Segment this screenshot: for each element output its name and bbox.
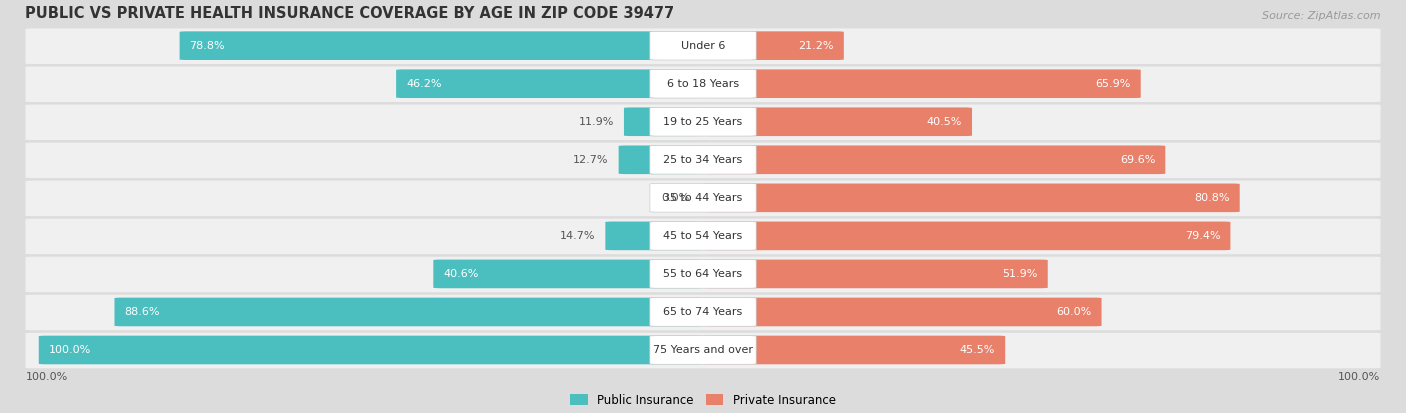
FancyBboxPatch shape <box>25 28 1381 64</box>
FancyBboxPatch shape <box>25 218 1381 254</box>
FancyBboxPatch shape <box>703 69 1140 98</box>
FancyBboxPatch shape <box>25 66 1381 102</box>
Text: 88.6%: 88.6% <box>125 307 160 317</box>
FancyBboxPatch shape <box>650 145 756 174</box>
FancyBboxPatch shape <box>650 336 756 364</box>
Text: 40.5%: 40.5% <box>927 117 962 127</box>
Text: 45.5%: 45.5% <box>960 345 995 355</box>
FancyBboxPatch shape <box>703 260 1047 288</box>
FancyBboxPatch shape <box>650 183 756 212</box>
Text: 6 to 18 Years: 6 to 18 Years <box>666 79 740 89</box>
FancyBboxPatch shape <box>703 145 1166 174</box>
FancyBboxPatch shape <box>433 260 703 288</box>
Text: Source: ZipAtlas.com: Source: ZipAtlas.com <box>1263 11 1381 21</box>
Text: 69.6%: 69.6% <box>1121 155 1156 165</box>
Text: 65.9%: 65.9% <box>1095 79 1130 89</box>
Text: 21.2%: 21.2% <box>799 40 834 51</box>
FancyBboxPatch shape <box>703 221 1230 250</box>
FancyBboxPatch shape <box>703 107 972 136</box>
Text: 0.0%: 0.0% <box>661 193 690 203</box>
FancyBboxPatch shape <box>606 221 703 250</box>
Text: 55 to 64 Years: 55 to 64 Years <box>664 269 742 279</box>
FancyBboxPatch shape <box>25 333 1381 368</box>
Text: 100.0%: 100.0% <box>25 372 67 382</box>
FancyBboxPatch shape <box>25 104 1381 140</box>
Text: 65 to 74 Years: 65 to 74 Years <box>664 307 742 317</box>
FancyBboxPatch shape <box>396 69 703 98</box>
FancyBboxPatch shape <box>703 298 1101 326</box>
Text: 100.0%: 100.0% <box>1339 372 1381 382</box>
FancyBboxPatch shape <box>39 336 703 364</box>
Text: 40.6%: 40.6% <box>443 269 478 279</box>
FancyBboxPatch shape <box>624 107 703 136</box>
FancyBboxPatch shape <box>114 298 703 326</box>
Text: Under 6: Under 6 <box>681 40 725 51</box>
Text: 45 to 54 Years: 45 to 54 Years <box>664 231 742 241</box>
FancyBboxPatch shape <box>650 221 756 250</box>
Text: 46.2%: 46.2% <box>406 79 441 89</box>
Text: 14.7%: 14.7% <box>560 231 595 241</box>
Text: 19 to 25 Years: 19 to 25 Years <box>664 117 742 127</box>
FancyBboxPatch shape <box>25 142 1381 178</box>
FancyBboxPatch shape <box>703 31 844 60</box>
FancyBboxPatch shape <box>180 31 703 60</box>
FancyBboxPatch shape <box>650 298 756 326</box>
Legend: Public Insurance, Private Insurance: Public Insurance, Private Insurance <box>565 389 841 411</box>
Text: 75 Years and over: 75 Years and over <box>652 345 754 355</box>
FancyBboxPatch shape <box>619 145 703 174</box>
Text: 79.4%: 79.4% <box>1185 231 1220 241</box>
FancyBboxPatch shape <box>650 107 756 136</box>
Text: 11.9%: 11.9% <box>579 117 614 127</box>
Text: 80.8%: 80.8% <box>1194 193 1230 203</box>
FancyBboxPatch shape <box>25 295 1381 330</box>
FancyBboxPatch shape <box>650 260 756 288</box>
Text: PUBLIC VS PRIVATE HEALTH INSURANCE COVERAGE BY AGE IN ZIP CODE 39477: PUBLIC VS PRIVATE HEALTH INSURANCE COVER… <box>25 6 675 21</box>
FancyBboxPatch shape <box>25 180 1381 216</box>
FancyBboxPatch shape <box>650 69 756 98</box>
FancyBboxPatch shape <box>25 256 1381 292</box>
Text: 12.7%: 12.7% <box>574 155 609 165</box>
FancyBboxPatch shape <box>703 183 1240 212</box>
FancyBboxPatch shape <box>703 336 1005 364</box>
Text: 60.0%: 60.0% <box>1056 307 1091 317</box>
Text: 51.9%: 51.9% <box>1002 269 1038 279</box>
Text: 35 to 44 Years: 35 to 44 Years <box>664 193 742 203</box>
FancyBboxPatch shape <box>650 31 756 60</box>
Text: 78.8%: 78.8% <box>190 40 225 51</box>
Text: 100.0%: 100.0% <box>49 345 91 355</box>
Text: 25 to 34 Years: 25 to 34 Years <box>664 155 742 165</box>
